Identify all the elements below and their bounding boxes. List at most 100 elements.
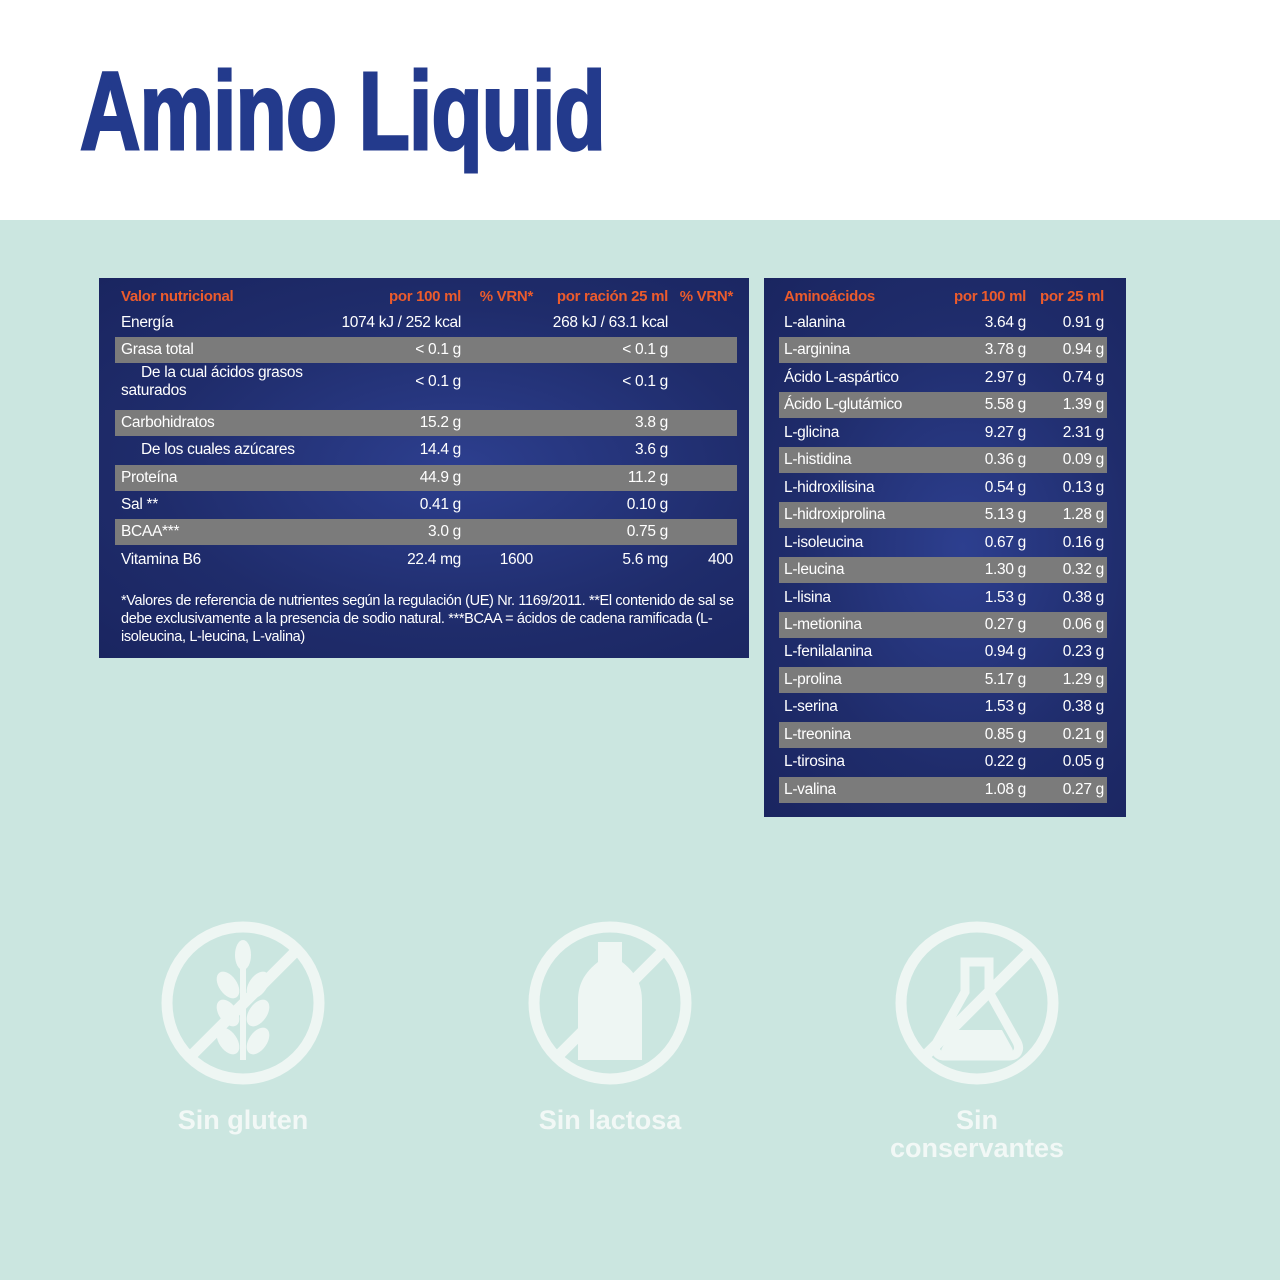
column-header: por 25 ml	[1040, 288, 1104, 305]
row-band	[779, 447, 1107, 474]
column-header: por ración 25 ml	[556, 288, 668, 305]
row-value: 0.22 g	[984, 753, 1027, 771]
row-label: L-lisina	[784, 588, 831, 606]
row-label: Sal **	[121, 496, 158, 513]
row-value: 268 kJ / 63.1 kcal	[552, 314, 669, 331]
row-value: 0.67 g	[984, 533, 1027, 551]
row-value: 3.8 g	[635, 414, 668, 431]
row-value: 0.05 g	[1062, 753, 1105, 771]
title: Amino Liquid	[79, 49, 607, 175]
row-value: 44.9 g	[419, 469, 462, 486]
row-value: 0.13 g	[1062, 478, 1105, 496]
row-label: De los cuales azúcares	[141, 441, 295, 458]
row-value: 1.53 g	[984, 588, 1027, 606]
header: Amino Liquid	[0, 0, 1280, 220]
row-band	[779, 392, 1107, 419]
row-band	[115, 465, 737, 491]
row-label: L-treonina	[784, 725, 851, 743]
row-value: 1.29 g	[1062, 670, 1105, 688]
footnote: *Valores de referencia de nutrientes seg…	[121, 593, 734, 645]
row-value: 9.27 g	[984, 423, 1027, 441]
row-value: 0.27 g	[984, 615, 1027, 633]
row-value: 0.27 g	[1062, 780, 1105, 798]
row-label: Vitamina B6	[121, 551, 201, 568]
row-value: 15.2 g	[419, 414, 462, 431]
row-band	[779, 611, 1107, 638]
row-value: 1074 kJ / 252 kcal	[341, 314, 461, 331]
row-label: L-glicina	[784, 423, 840, 441]
row-value: 0.06 g	[1062, 615, 1105, 633]
row-band	[115, 337, 737, 363]
row-value: 0.85 g	[984, 725, 1027, 743]
row-value: 0.09 g	[1062, 451, 1105, 469]
row-value: 3.78 g	[984, 341, 1027, 359]
row-value: 1.53 g	[984, 698, 1027, 716]
row-value: 400	[708, 551, 733, 568]
row-value: 3.6 g	[635, 441, 668, 458]
row-band	[779, 337, 1107, 364]
badge-label: Sin lactosa	[538, 1105, 682, 1135]
row-value: 0.21 g	[1062, 725, 1105, 743]
row-label: L-hidroxiprolina	[784, 506, 886, 524]
badge-label: Sin gluten	[177, 1105, 309, 1135]
row-label: Carbohidratos	[121, 414, 215, 431]
row-value: 5.17 g	[984, 670, 1027, 688]
row-value: 5.58 g	[984, 396, 1027, 414]
row-value: 14.4 g	[419, 441, 462, 458]
row-value: 1.28 g	[1062, 506, 1105, 524]
nutrition-table: *Valores de referencia de nutrientes seg…	[99, 278, 749, 658]
column-header: por 100 ml	[953, 288, 1026, 305]
row-label: L-hidroxilisina	[784, 478, 875, 496]
row-value: 5.13 g	[984, 506, 1027, 524]
row-label: L-leucina	[784, 561, 845, 579]
row-value: 0.10 g	[626, 496, 669, 513]
row-label: L-histidina	[784, 451, 852, 469]
row-value: < 0.1 g	[622, 373, 668, 390]
row-label: L-fenilalanina	[784, 643, 873, 661]
row-label: L-prolina	[784, 670, 842, 688]
row-label: De la cual ácidos grasos saturados	[121, 364, 303, 399]
row-label: L-valina	[784, 780, 836, 798]
row-band	[779, 666, 1107, 693]
bottle	[578, 942, 642, 1060]
row-value: 0.32 g	[1062, 561, 1105, 579]
row-value: 0.36 g	[984, 451, 1027, 469]
row-value: 2.31 g	[1062, 423, 1105, 441]
row-label: Ácido L-aspártico	[784, 368, 899, 386]
row-value: 1.08 g	[984, 780, 1027, 798]
row-value: 0.41 g	[419, 496, 462, 513]
row-value: 22.4 mg	[407, 551, 461, 568]
row-label: Proteína	[121, 469, 178, 486]
column-header: % VRN*	[479, 288, 534, 305]
column-header: Valor nutricional	[121, 288, 234, 305]
row-label: Ácido L-glutámico	[784, 396, 903, 414]
row-value: 3.0 g	[428, 523, 461, 540]
row-value: 5.6 mg	[622, 551, 668, 568]
row-value: 1.39 g	[1062, 396, 1105, 414]
row-label: Grasa total	[121, 341, 194, 358]
row-value: 0.23 g	[1062, 643, 1105, 661]
row-value: 0.16 g	[1062, 533, 1105, 551]
badge-label: Sin conservantes	[889, 1105, 1065, 1163]
wheat	[216, 940, 270, 1060]
row-value: 2.97 g	[984, 368, 1027, 386]
row-value: 0.54 g	[984, 478, 1027, 496]
row-label: Energía	[121, 314, 174, 331]
row-value: 0.38 g	[1062, 698, 1105, 716]
row-value: 0.38 g	[1062, 588, 1105, 606]
row-band	[779, 557, 1107, 584]
row-label: BCAA***	[121, 523, 180, 540]
column-header: % VRN*	[679, 288, 734, 305]
row-value: < 0.1 g	[622, 341, 668, 358]
row-label: L-arginina	[784, 341, 850, 359]
row-value: 3.64 g	[984, 314, 1027, 331]
row-value: 1.30 g	[984, 561, 1027, 579]
row-label: L-serina	[784, 698, 838, 716]
row-value: 0.91 g	[1062, 314, 1105, 331]
row-value: < 0.1 g	[415, 373, 461, 390]
row-value: 0.74 g	[1062, 368, 1105, 386]
column-header: Aminoácidos	[784, 288, 875, 305]
row-band	[779, 721, 1107, 748]
